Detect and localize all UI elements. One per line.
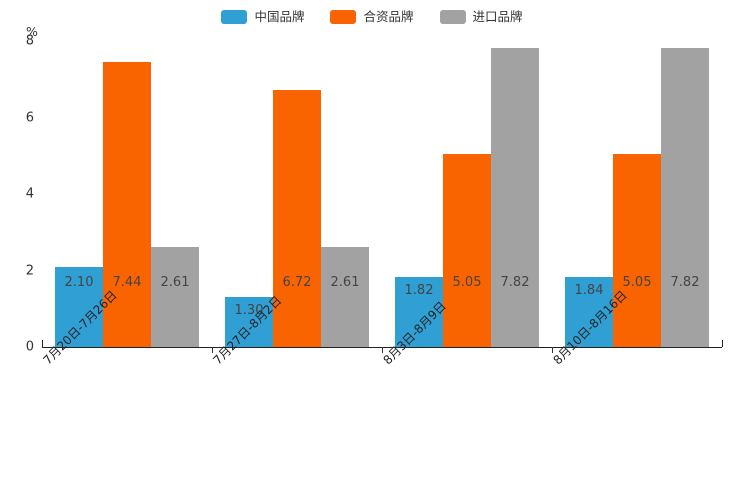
- bar[interactable]: 7.82: [661, 47, 709, 347]
- bar[interactable]: 7.82: [491, 47, 539, 347]
- legend-label-1: 合资品牌: [363, 8, 414, 24]
- bar[interactable]: 6.72: [273, 89, 321, 347]
- legend-swatch-icon-1: [330, 10, 357, 24]
- bar-value-label: 1.30: [234, 303, 264, 319]
- chart-legend: 中国品牌 合资品牌 进口品牌: [0, 8, 744, 26]
- bar[interactable]: 7.44: [103, 62, 151, 347]
- x-axis-tick: [382, 347, 383, 353]
- bar-value-label: 5.05: [452, 275, 482, 290]
- bar[interactable]: 1.82: [395, 277, 443, 347]
- bar-value-label: 7.82: [500, 275, 530, 290]
- y-axis-tick-label: 4: [25, 186, 34, 202]
- y-axis-unit-label: %: [26, 24, 38, 39]
- y-axis-tick-label: 8: [25, 33, 34, 49]
- bar[interactable]: 1.30: [225, 297, 273, 347]
- bar-value-label: 1.82: [404, 283, 434, 299]
- bar-value-label: 5.05: [622, 275, 652, 290]
- legend-item-0[interactable]: 中国品牌: [221, 10, 304, 24]
- bar[interactable]: 5.05: [443, 153, 491, 347]
- legend-swatch-icon-2: [439, 10, 466, 24]
- bar-value-label: 1.84: [574, 282, 604, 298]
- bar-value-label: 2.10: [64, 275, 94, 290]
- x-axis-tick: [552, 347, 553, 353]
- legend-item-1[interactable]: 合资品牌: [330, 8, 414, 24]
- bar[interactable]: 2.10: [55, 266, 103, 347]
- legend-label-0: 中国品牌: [254, 8, 305, 24]
- y-axis-tick-label: 2: [25, 263, 34, 278]
- bar[interactable]: 2.61: [321, 247, 369, 347]
- bar[interactable]: 2.61: [151, 247, 199, 347]
- bar-value-label: 6.72: [282, 275, 312, 290]
- legend-swatch-icon-0: [221, 10, 248, 24]
- legend-label-2: 进口品牌: [472, 8, 523, 24]
- legend-item-2[interactable]: 进口品牌: [439, 8, 523, 24]
- bar[interactable]: 1.84: [565, 276, 613, 347]
- bar-value-label: 7.44: [112, 275, 142, 290]
- y-axis-tick-label: 0: [25, 339, 34, 355]
- y-axis-tick-label: 6: [25, 110, 34, 125]
- axis-end-cap: [722, 340, 723, 347]
- bar[interactable]: 5.05: [613, 153, 661, 347]
- bar-value-label: 7.82: [670, 275, 700, 290]
- bar-value-label: 2.61: [330, 275, 360, 290]
- x-axis-tick: [212, 347, 213, 353]
- axis-end-cap: [42, 340, 43, 347]
- bar-value-label: 2.61: [160, 275, 190, 290]
